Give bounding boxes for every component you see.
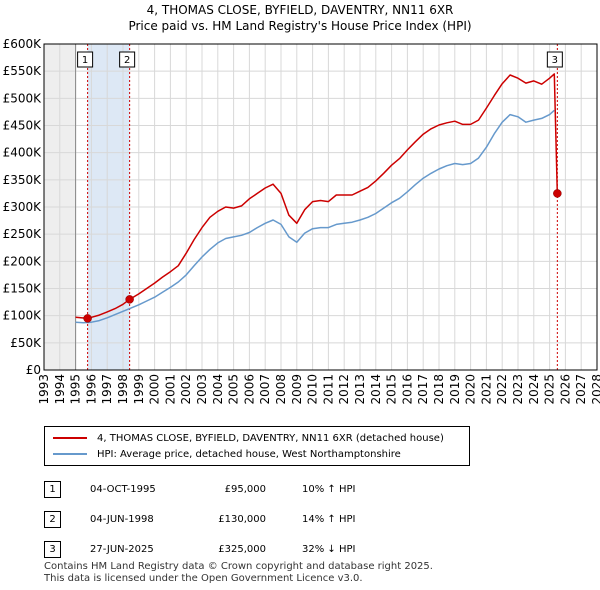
legend-red-line <box>53 437 87 439</box>
table-row: 2 04-JUN-1998 £130,000 14% ↑ HPI <box>44 504 355 534</box>
x-tick-label: 2017 <box>416 374 430 405</box>
x-tick-label: 1997 <box>100 374 114 405</box>
y-tick-label: £300K <box>3 200 43 214</box>
x-tick-label: 2018 <box>432 374 446 405</box>
plot-frame <box>43 43 598 371</box>
legend-blue-line <box>53 453 87 455</box>
sale-hpi-diff: 14% ↑ HPI <box>302 513 356 525</box>
x-tick-label: 2015 <box>385 374 399 405</box>
sale-date: 04-OCT-1995 <box>90 483 156 495</box>
x-tick-label: 1994 <box>53 374 67 405</box>
y-tick-label: £100K <box>3 309 43 323</box>
y-tick-label: £550K <box>3 64 43 78</box>
sale-marker-box <box>546 51 563 68</box>
y-tick-label: £50K <box>10 336 42 350</box>
x-tick-label: 2010 <box>306 374 320 405</box>
legend-property-label: 4, THOMAS CLOSE, BYFIELD, DAVENTRY, NN11… <box>97 432 444 444</box>
x-tick-label: 2005 <box>227 374 241 405</box>
hpi-series-line <box>75 109 555 324</box>
x-tick-label: 2016 <box>400 374 414 405</box>
y-tick-label: £150K <box>3 282 43 296</box>
sale-price: £95,000 <box>224 483 266 495</box>
x-tick-label: 2020 <box>464 374 478 405</box>
sale-point <box>553 189 562 198</box>
x-tick-label: 2001 <box>163 374 177 405</box>
sale-marker-label: 3 <box>552 55 558 66</box>
x-tick-label: 2021 <box>479 374 493 405</box>
x-tick-label: 1999 <box>132 374 146 405</box>
sale-marker-1: 1 <box>44 480 61 498</box>
sale-date: 04-JUN-1998 <box>90 513 154 525</box>
table-row: 1 04-OCT-1995 £95,000 10% ↑ HPI <box>44 474 355 504</box>
price-chart: 1 2 3 £0 £50K £100K £150K £200K £250K £300K £350K £… <box>3 37 600 405</box>
x-tick-label: 2011 <box>321 374 335 405</box>
y-tick-label: £250K <box>3 227 43 241</box>
legend-item-property: 4, THOMAS CLOSE, BYFIELD, DAVENTRY, NN11… <box>53 431 444 445</box>
footer-attribution: Contains HM Land Registry data © Crown c… <box>44 561 433 585</box>
x-tick-label: 2006 <box>242 374 256 405</box>
x-tick-label: 2027 <box>574 374 588 405</box>
y-tick-label: £500K <box>3 91 43 105</box>
title-line-1: 4, THOMAS CLOSE, BYFIELD, DAVENTRY, NN11… <box>146 3 454 17</box>
x-tick-label: 2022 <box>495 374 509 405</box>
x-tick-label: 2019 <box>448 374 462 405</box>
sale-marker-label: 2 <box>124 55 130 66</box>
y-tick-label: £450K <box>3 119 43 133</box>
footer-line-2: This data is licensed under the Open Gov… <box>44 573 363 584</box>
sale-hpi-diff: 10% ↑ HPI <box>302 483 356 495</box>
x-tick-label: 2023 <box>511 374 525 405</box>
sales-table: 1 04-OCT-1995 £95,000 10% ↑ HPI 2 04-JUN… <box>44 474 355 564</box>
x-tick-label: 2007 <box>258 374 272 405</box>
property-series-line <box>75 73 559 320</box>
sale-marker-box <box>119 51 136 68</box>
x-tick-label: 2002 <box>179 374 193 405</box>
title-line-2: Price paid vs. HM Land Registry's House … <box>128 19 472 33</box>
y-tick-label: £200K <box>3 254 43 268</box>
x-tick-label: 1996 <box>84 374 98 405</box>
y-tick-label: £600K <box>3 37 43 51</box>
x-tick-label: 2013 <box>353 374 367 405</box>
x-tick-label: 1998 <box>116 374 130 405</box>
x-tick-label: 2009 <box>290 374 304 405</box>
sale-hpi-diff: 32% ↓ HPI <box>302 543 356 555</box>
chart-title: 4, THOMAS CLOSE, BYFIELD, DAVENTRY, NN11… <box>0 2 600 34</box>
y-tick-label: £350K <box>3 173 43 187</box>
sale-marker-box <box>77 51 94 68</box>
sale-price: £130,000 <box>218 513 266 525</box>
sale-date: 27-JUN-2025 <box>90 543 154 555</box>
x-tick-label: 2028 <box>590 374 600 405</box>
sale-point <box>83 314 92 323</box>
x-tick-label: 2025 <box>543 374 557 405</box>
legend-hpi-label: HPI: Average price, detached house, West… <box>97 448 401 460</box>
x-tick-label: 2024 <box>527 374 541 405</box>
y-tick-label: £0 <box>26 363 41 377</box>
footer-line-1: Contains HM Land Registry data © Crown c… <box>44 561 433 572</box>
legend-item-hpi: HPI: Average price, detached house, West… <box>53 447 401 461</box>
x-tick-label: 1995 <box>69 374 83 405</box>
x-tick-label: 2012 <box>337 374 351 405</box>
sale-marker-2: 2 <box>44 510 61 528</box>
x-tick-label: 2008 <box>274 374 288 405</box>
table-row: 3 27-JUN-2025 £325,000 32% ↓ HPI <box>44 534 355 564</box>
sale-marker-label: 1 <box>82 55 88 66</box>
x-tick-label: 2003 <box>195 374 209 405</box>
x-tick-label: 2026 <box>558 374 572 405</box>
x-tick-label: 2000 <box>148 374 162 405</box>
sale-price: £325,000 <box>218 543 266 555</box>
sale-marker-3: 3 <box>44 540 61 558</box>
x-tick-label: 2014 <box>369 374 383 405</box>
x-tick-label: 2004 <box>211 374 225 405</box>
x-tick-label: 1993 <box>37 374 51 405</box>
y-tick-label: £400K <box>3 146 43 160</box>
chart-legend: 4, THOMAS CLOSE, BYFIELD, DAVENTRY, NN11… <box>44 426 470 466</box>
sale-point <box>125 295 134 304</box>
